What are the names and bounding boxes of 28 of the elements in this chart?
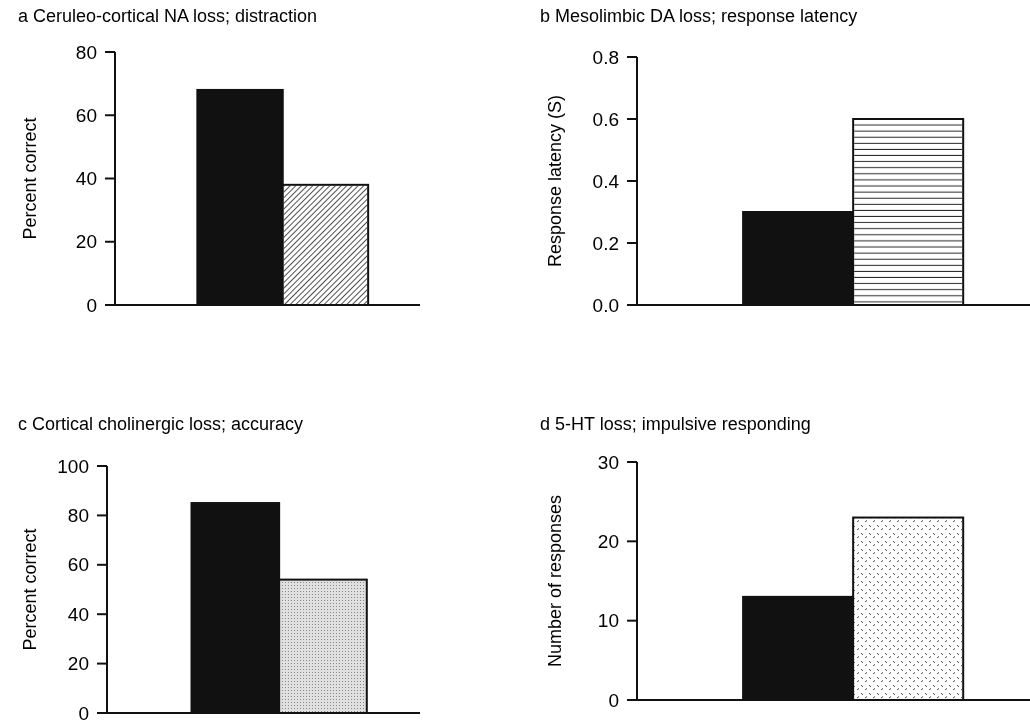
y-tick-label: 60 bbox=[75, 104, 97, 126]
y-tick-label: 0.4 bbox=[592, 170, 620, 192]
y-tick-label: 0 bbox=[78, 702, 89, 720]
y-tick-label: 30 bbox=[597, 451, 619, 473]
chart-title: a Ceruleo-cortical NA loss; distraction bbox=[18, 6, 318, 26]
y-tick-label: 0.8 bbox=[592, 46, 619, 68]
chart-title: c Cortical cholinergic loss; accuracy bbox=[18, 414, 304, 434]
y-tick-label: 0.0 bbox=[592, 294, 619, 316]
y-tick-label: 0 bbox=[608, 689, 619, 711]
y-tick-label: 0.2 bbox=[592, 232, 619, 254]
y-tick-label: 10 bbox=[597, 610, 619, 632]
y-tick-label: 20 bbox=[597, 530, 619, 552]
y-axis-title: Number of responses bbox=[544, 494, 565, 668]
y-tick-label: 0.6 bbox=[592, 108, 619, 130]
chart-title: d 5-HT loss; impulsive responding bbox=[540, 414, 811, 434]
y-axis-title: Percent correct bbox=[19, 117, 40, 240]
y-tick-label: 20 bbox=[67, 653, 89, 675]
y-axis-title: Percent correct bbox=[19, 528, 40, 651]
y-tick-label: 100 bbox=[57, 455, 89, 477]
y-tick-label: 0 bbox=[86, 294, 97, 316]
y-tick-label: 60 bbox=[67, 554, 89, 576]
chart-title: b Mesolimbic DA loss; response latency bbox=[540, 6, 858, 26]
y-tick-label: 40 bbox=[75, 168, 97, 190]
y-tick-label: 20 bbox=[75, 231, 97, 253]
y-tick-label: 80 bbox=[67, 505, 89, 527]
y-tick-label: 80 bbox=[75, 41, 97, 63]
y-axis-title: Response latency (S) bbox=[544, 94, 565, 268]
y-tick-label: 40 bbox=[67, 603, 89, 625]
